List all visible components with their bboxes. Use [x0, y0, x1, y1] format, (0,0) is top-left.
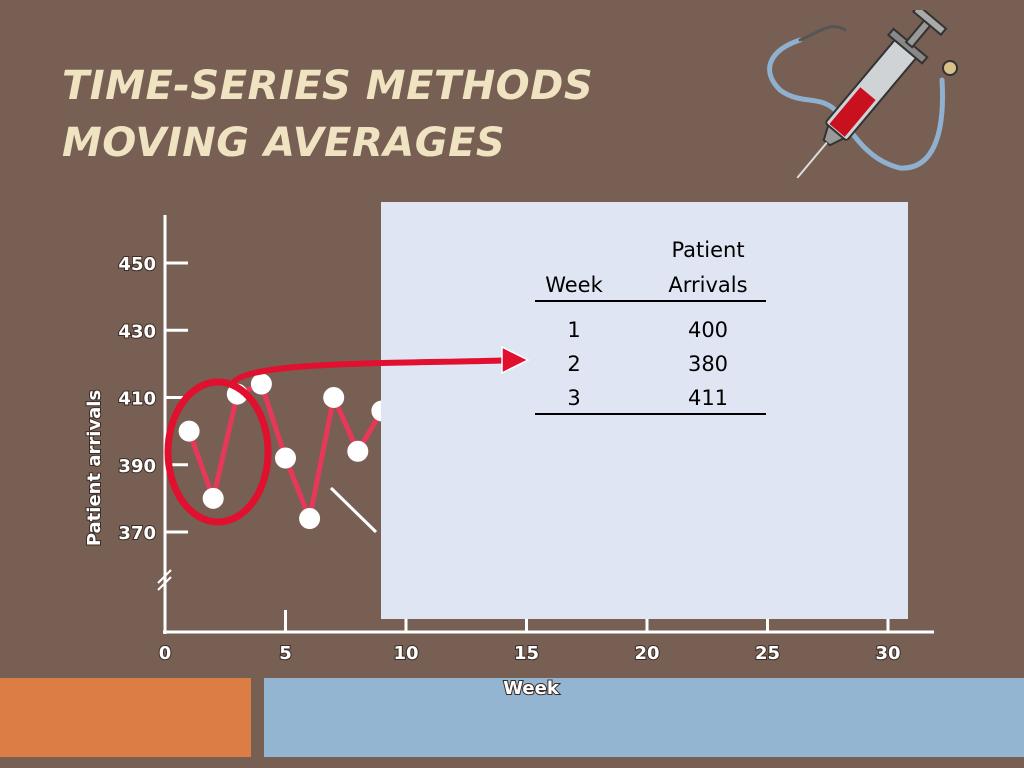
- chart-series: [178, 373, 393, 534]
- footer-bar-left: [0, 678, 251, 757]
- data-point: [250, 373, 272, 395]
- trend-indicator-line: [329, 486, 378, 534]
- data-point: [323, 387, 345, 408]
- syringe-icon: [796, 10, 948, 179]
- data-point: [202, 487, 224, 509]
- title-line-1: TIME-SERIES METHODS: [62, 63, 594, 109]
- callout-arrow-head: [501, 345, 530, 375]
- callout-arrow-line: [229, 357, 521, 387]
- data-table: Week Patient Arrivals 1 400 2 380 3 411: [535, 238, 766, 415]
- table-cell-arrivals: 400: [688, 318, 728, 342]
- table-cell-week: 3: [567, 386, 580, 410]
- y-tick-label: 390: [118, 456, 156, 477]
- syringe-stethoscope-icon: [767, 10, 958, 179]
- axis-break-mark: [157, 576, 172, 591]
- data-point: [178, 420, 200, 442]
- table-header-week: Week: [545, 273, 603, 297]
- axis-break-mark: [157, 569, 172, 584]
- y-tick-label: 410: [118, 389, 156, 410]
- y-tick-label: 450: [118, 254, 156, 275]
- title-line-2: MOVING AVERAGES: [62, 120, 506, 166]
- y-axis-title: Patient arrivals: [84, 390, 105, 546]
- table-cell-week: 2: [567, 352, 580, 376]
- table-header-arrivals-top: Patient: [671, 238, 744, 262]
- y-tick-label: 430: [118, 321, 156, 342]
- highlight-ellipse: [164, 378, 272, 526]
- table-cell-week: 1: [567, 318, 580, 342]
- data-point: [347, 440, 369, 462]
- table-header-arrivals-bottom: Arrivals: [668, 273, 747, 297]
- slide-title: TIME-SERIES METHODS MOVING AVERAGES: [62, 58, 593, 172]
- data-point: [299, 508, 321, 530]
- table-cell-arrivals: 411: [688, 386, 728, 410]
- chart-axes: 450 430 410 390 370 Patient arrivals: [83, 215, 934, 634]
- data-point: [275, 447, 296, 469]
- table-cell-arrivals: 380: [688, 352, 728, 376]
- table-panel: [381, 202, 908, 619]
- y-tick-label: 370: [118, 523, 156, 544]
- footer-bar-right: [264, 678, 1024, 757]
- highlight-callout: [164, 345, 530, 526]
